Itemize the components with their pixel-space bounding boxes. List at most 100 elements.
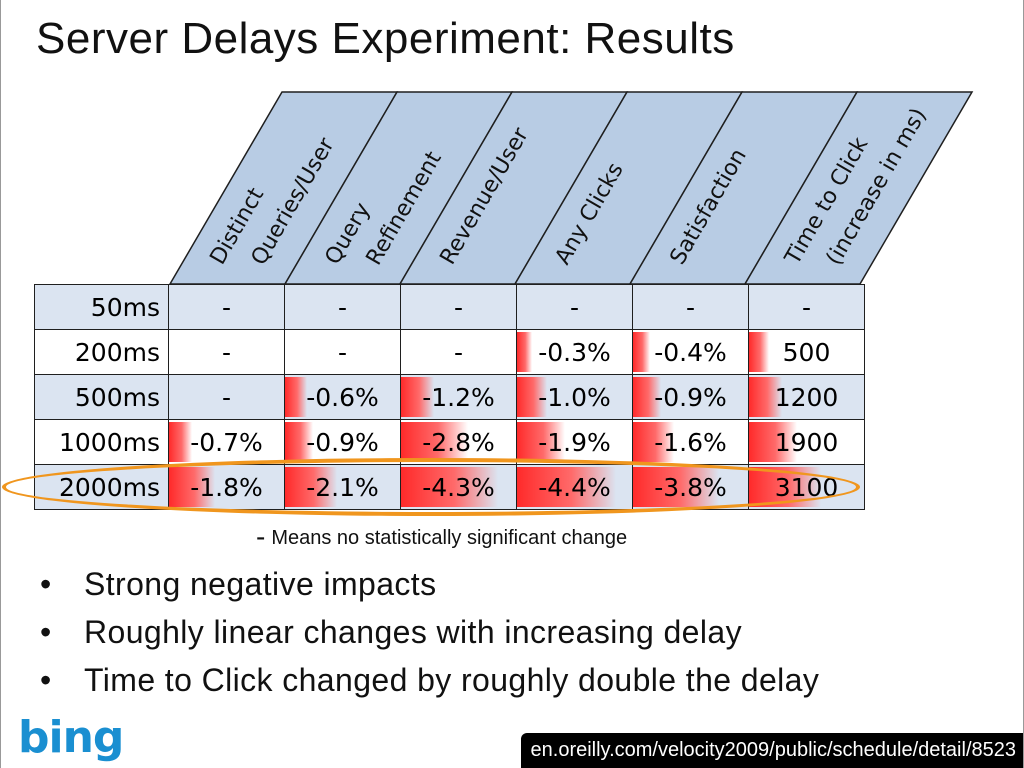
slide-title: Server Delays Experiment: Results [36, 14, 735, 63]
bing-logo: bing [18, 712, 124, 763]
table-row-50ms: 50ms - - - - - - [34, 284, 865, 330]
table-cell: -0.7% [168, 419, 285, 465]
heat-bar [749, 422, 798, 462]
heat-bar [517, 422, 566, 462]
heat-bar [633, 467, 720, 507]
bullet-item: • Strong negative impacts [40, 560, 819, 608]
table-cell: -0.4% [632, 329, 749, 375]
row-label: 200ms [34, 329, 169, 375]
bullet-item: • Time to Click changed by roughly double… [40, 656, 819, 704]
table-row-1000ms: 1000ms -0.7% -0.9% -2.8% -1.9% -1.6% 1900 [34, 419, 865, 465]
cell-value: - [453, 337, 464, 367]
row-label: 1000ms [34, 419, 169, 465]
table-cell: - [400, 284, 517, 330]
cell-value: - [685, 292, 696, 322]
table-cell: -0.9% [284, 419, 401, 465]
heat-bar [169, 467, 215, 507]
table-cell: -2.8% [400, 419, 517, 465]
cell-value: -1.6% [654, 427, 727, 457]
cell-value: - [453, 292, 464, 322]
cell-value: -0.7% [190, 427, 263, 457]
heat-bar [517, 467, 616, 507]
heat-bar [749, 467, 822, 507]
heat-bar [285, 377, 307, 417]
footnote-text: Means no statistically significant chang… [271, 527, 628, 549]
bullet-dot-icon: • [40, 566, 52, 602]
table-cell: -1.2% [400, 374, 517, 420]
cell-value: -2.8% [422, 427, 495, 457]
cell-value: - [569, 292, 580, 322]
table-cell: - [168, 329, 285, 375]
bullet-dot-icon: • [40, 662, 52, 698]
cell-value: - [337, 337, 348, 367]
heat-bar [517, 332, 532, 372]
table-cell: 500 [748, 329, 865, 375]
cell-value: - [221, 292, 232, 322]
table-cell: -2.1% [284, 464, 401, 510]
column-headers: DistinctQueries/UserQueryRefinementReven… [168, 91, 974, 285]
cell-value: -0.9% [306, 427, 379, 457]
table-cell: 1900 [748, 419, 865, 465]
cell-value: - [337, 292, 348, 322]
cell-value: - [801, 292, 812, 322]
bullet-list: • Strong negative impacts • Roughly linear… [40, 560, 819, 704]
heat-bar [633, 332, 651, 372]
table-cell: - [516, 284, 633, 330]
table-row-500ms: 500ms - -0.6% -1.2% -1.0% -0.9% 1200 [34, 374, 865, 420]
cell-value: -1.0% [538, 382, 611, 412]
heat-bar [517, 377, 547, 417]
bullet-dot-icon: • [40, 614, 52, 650]
footnote-dash: - [256, 521, 266, 552]
heat-bar [285, 467, 337, 507]
footnote: - Means no statistically significant chan… [256, 521, 627, 553]
table-cell: 3100 [748, 464, 865, 510]
cell-value: -1.9% [538, 427, 611, 457]
table-cell: -1.0% [516, 374, 633, 420]
table-cell: - [400, 329, 517, 375]
table-cell: -1.9% [516, 419, 633, 465]
cell-value: -4.4% [538, 472, 611, 502]
heat-bar [633, 422, 675, 462]
table-cell: -0.6% [284, 374, 401, 420]
table-cell: -1.6% [632, 419, 749, 465]
table-cell: -4.3% [400, 464, 517, 510]
heat-bar [401, 377, 435, 417]
results-table: 50ms - - - - - - 200ms - - - -0.3% -0.4% 500 500ms - -0.… [34, 284, 865, 510]
table-row-2000ms: 2000ms -1.8% -2.1% -4.3% -4.4% -3.8% 3100 [34, 464, 865, 510]
table-cell: -4.4% [516, 464, 633, 510]
heat-bar [633, 377, 661, 417]
source-url: en.oreilly.com/velocity2009/public/sched… [520, 733, 1024, 768]
cell-value: -0.6% [306, 382, 379, 412]
heat-bar [169, 422, 192, 462]
heat-bar [401, 422, 468, 462]
row-label: 2000ms [34, 464, 169, 510]
table-cell: - [748, 284, 865, 330]
heat-bar [401, 467, 498, 507]
cell-value: -0.3% [538, 337, 611, 367]
cell-value: -1.8% [190, 472, 263, 502]
cell-value: -4.3% [422, 472, 495, 502]
cell-value: - [221, 382, 232, 412]
table-cell: -1.8% [168, 464, 285, 510]
cell-value: 3100 [774, 472, 839, 502]
cell-value: -0.4% [654, 337, 727, 367]
heat-bar [749, 377, 783, 417]
table-cell: - [284, 329, 401, 375]
cell-value: 500 [782, 337, 831, 367]
row-label: 500ms [34, 374, 169, 420]
heat-bar [285, 422, 313, 462]
cell-value: -2.1% [306, 472, 379, 502]
cell-value: -1.2% [422, 382, 495, 412]
cell-value: - [221, 337, 232, 367]
cell-value: 1900 [774, 427, 839, 457]
heat-bar [749, 332, 769, 372]
table-cell: -0.9% [632, 374, 749, 420]
table-row-200ms: 200ms - - - -0.3% -0.4% 500 [34, 329, 865, 375]
table-cell: 1200 [748, 374, 865, 420]
table-cell: - [632, 284, 749, 330]
table-cell: - [168, 284, 285, 330]
table-cell: - [168, 374, 285, 420]
table-cell: -0.3% [516, 329, 633, 375]
bullet-item: • Roughly linear changes with increasing … [40, 608, 819, 656]
table-cell: - [284, 284, 401, 330]
